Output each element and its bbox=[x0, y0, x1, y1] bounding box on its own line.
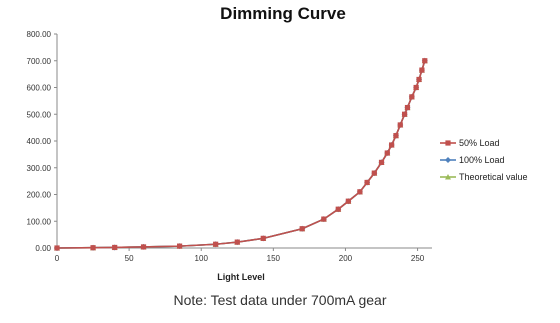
x-tick-label: 200 bbox=[339, 254, 353, 263]
data-point bbox=[112, 244, 118, 251]
data-point bbox=[176, 243, 183, 249]
data-point bbox=[335, 206, 341, 212]
chart-title: Dimming Curve bbox=[220, 4, 346, 23]
legend-marker bbox=[445, 174, 451, 180]
data-point bbox=[364, 179, 370, 186]
y-tick-label: 800.00 bbox=[27, 30, 52, 39]
legend-entry: 50% Load bbox=[440, 138, 500, 148]
data-point bbox=[234, 239, 240, 245]
data-point bbox=[260, 235, 266, 241]
data-point bbox=[409, 94, 415, 100]
legend-label: 100% Load bbox=[459, 155, 505, 165]
data-point bbox=[393, 133, 399, 139]
data-point bbox=[54, 245, 60, 251]
data-point bbox=[401, 111, 408, 117]
data-point bbox=[413, 84, 419, 91]
data-point bbox=[345, 198, 351, 204]
footnote: Note: Test data under 700mA gear bbox=[173, 292, 387, 308]
legend-marker bbox=[445, 157, 451, 163]
series-100-load bbox=[54, 57, 428, 251]
x-tick-label: 50 bbox=[125, 254, 134, 263]
data-point bbox=[371, 170, 377, 176]
data-point bbox=[140, 244, 147, 250]
series-theoretical-value bbox=[54, 57, 428, 251]
data-point bbox=[357, 189, 363, 195]
legend-label: 50% Load bbox=[459, 138, 500, 148]
data-point bbox=[321, 216, 327, 222]
y-tick-label: 400.00 bbox=[27, 137, 52, 146]
data-point bbox=[389, 142, 395, 148]
x-tick-label: 250 bbox=[411, 254, 425, 263]
y-tick-label: 500.00 bbox=[27, 110, 52, 119]
y-tick-label: 700.00 bbox=[27, 57, 52, 66]
series-line bbox=[56, 60, 426, 249]
data-point bbox=[384, 150, 390, 156]
x-tick-label: 100 bbox=[195, 254, 209, 263]
data-point bbox=[299, 226, 305, 232]
x-tick-label: 0 bbox=[55, 254, 60, 263]
x-axis-label: Light Level bbox=[217, 272, 265, 282]
legend-label: Theoretical value bbox=[459, 172, 528, 182]
data-point bbox=[416, 76, 422, 83]
data-point bbox=[419, 67, 425, 73]
data-point bbox=[378, 159, 385, 165]
dimming-curve-chart: Dimming Curve 0.00 100.00 200.00 300.00 400.… bbox=[27, 4, 528, 282]
y-tick-label: 300.00 bbox=[27, 164, 52, 173]
y-tick-label: 0.00 bbox=[35, 244, 51, 253]
y-tick-label: 100.00 bbox=[27, 217, 52, 226]
y-tick-label: 600.00 bbox=[27, 84, 52, 93]
x-tick-label: 150 bbox=[267, 254, 281, 263]
chart-legend: 50% Load 100% Load Theoretical value bbox=[440, 138, 528, 182]
data-point bbox=[397, 122, 403, 128]
data-point bbox=[404, 104, 411, 111]
legend-marker bbox=[445, 140, 451, 146]
series-line bbox=[56, 60, 426, 249]
chart-axes: 0.00 100.00 200.00 300.00 400.00 500.00 600.00… bbox=[27, 30, 432, 263]
series-50-load bbox=[54, 58, 428, 251]
data-point bbox=[213, 241, 219, 247]
data-point bbox=[90, 245, 96, 251]
data-point bbox=[422, 58, 428, 64]
series-line bbox=[56, 60, 426, 249]
y-tick-label: 200.00 bbox=[27, 191, 52, 200]
chart-series bbox=[54, 57, 428, 251]
legend-entry: Theoretical value bbox=[440, 172, 528, 182]
legend-entry: 100% Load bbox=[440, 155, 505, 165]
